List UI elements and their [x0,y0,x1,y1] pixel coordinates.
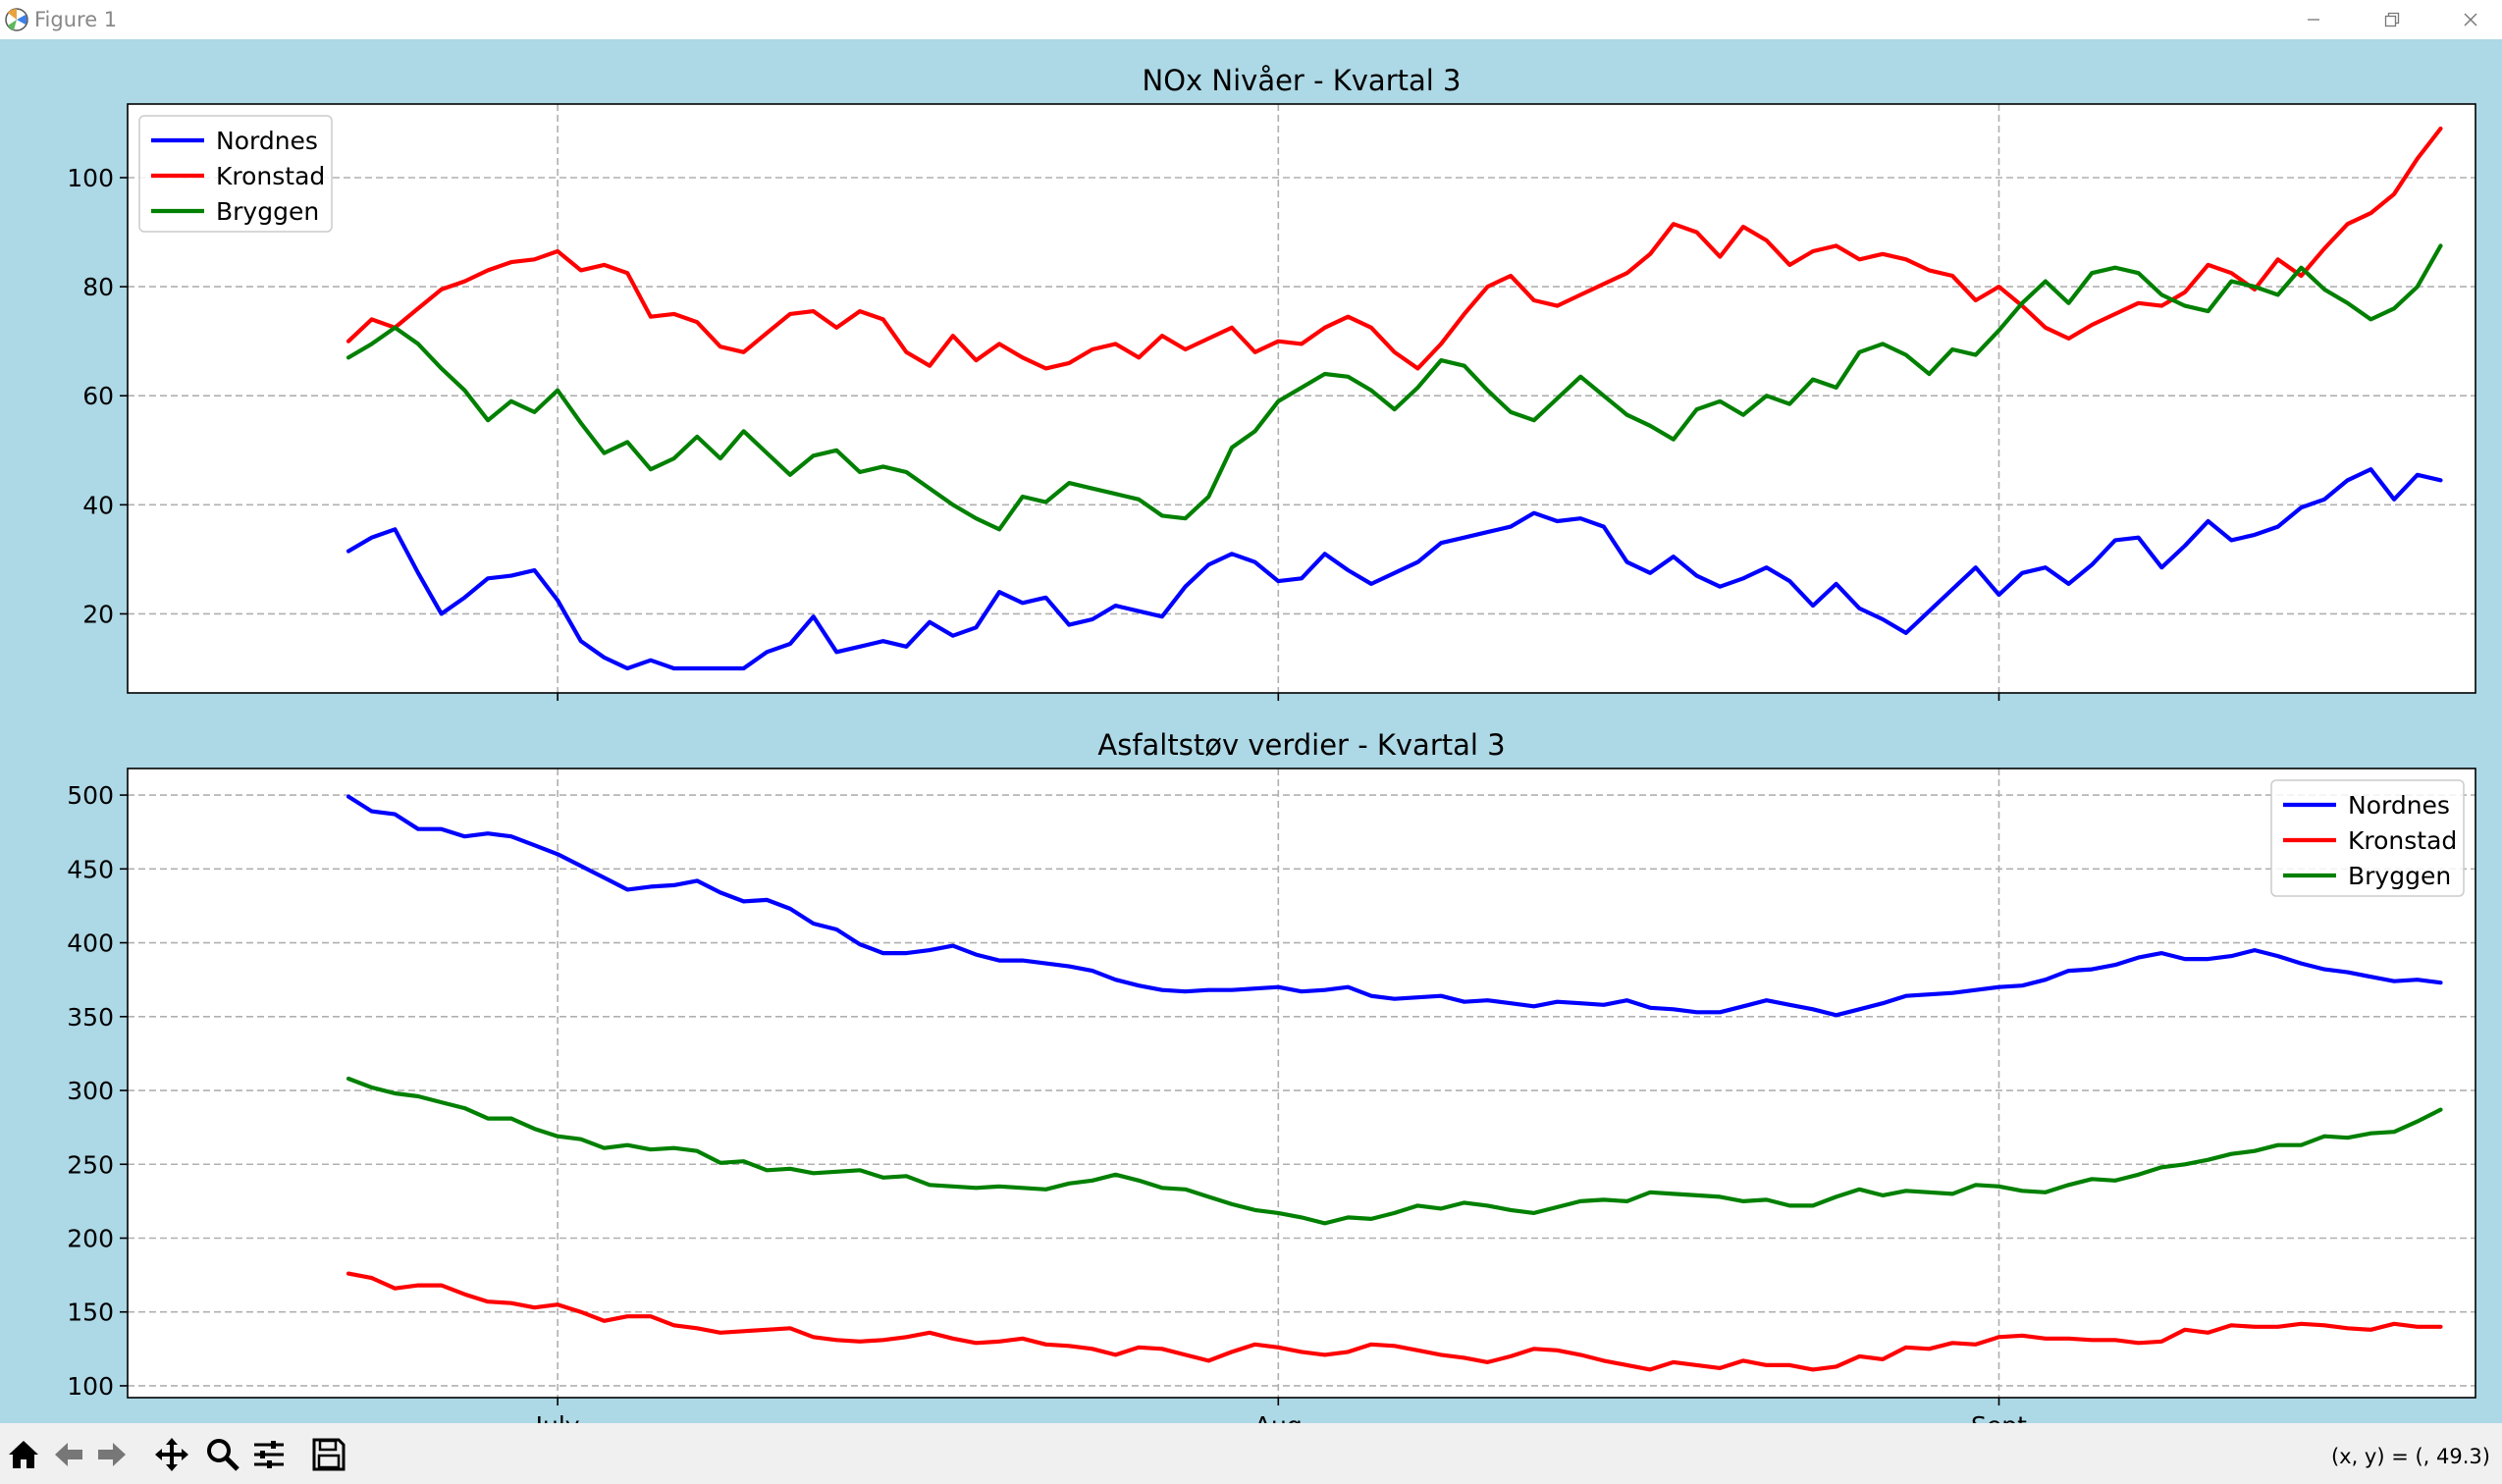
window-title: Figure 1 [34,8,118,31]
window-titlebar: Figure 1 [0,0,2502,39]
back-button[interactable] [49,1435,88,1474]
subplots-button[interactable] [249,1435,289,1474]
y-tick-label: 100 [67,1372,114,1401]
series-line-nordnes [346,794,2443,1018]
cursor-coordinates: (x, y) = (, 49.3) [2330,1445,2490,1468]
y-tick-label: 80 [82,273,114,301]
legend-label: Kronstad [2348,826,2457,855]
legend-label: Bryggen [216,197,319,226]
y-tick-label: 60 [82,382,114,410]
zoom-button[interactable] [203,1435,242,1474]
x-tick-label: Sept [1971,1411,2027,1423]
y-tick-label: 150 [67,1298,114,1327]
y-tick-label: 200 [67,1224,114,1252]
y-tick-label: 40 [82,491,114,519]
chart-title: Asfaltstøv verdier - Kvartal 3 [1097,728,1505,762]
legend-box [138,115,333,233]
series-line-kronstad [346,1271,2443,1372]
legend: Nordnes Kronstad Bryggen [2270,779,2465,897]
legend: Nordnes Kronstad Bryggen [138,115,333,233]
pan-button[interactable] [152,1435,191,1474]
plot-area[interactable] [128,768,2475,1398]
axes-frame [127,768,2476,1399]
zoom-icon [207,1439,240,1471]
chart-2[interactable]: 100 150 200 250 300 350 400 450 500 July Aug Sept As… [67,728,2476,1423]
close-icon [2464,13,2477,26]
y-tick-label: 250 [67,1150,114,1179]
series-line-kronstad [346,126,2443,371]
chart-title: NOx Nivåer - Kvartal 3 [1143,64,1462,97]
legend-label: Nordnes [2348,791,2450,820]
minimize-button[interactable] [2275,0,2352,39]
y-tick-label: 100 [67,164,114,192]
restore-icon [2384,12,2400,27]
legend-label: Nordnes [216,127,318,155]
close-button[interactable] [2432,0,2502,39]
minimize-icon [2308,19,2319,21]
y-tick-label: 400 [67,929,114,958]
series-line-nordnes [346,467,2443,671]
matplotlib-app-icon [5,8,28,31]
axes-frame [127,103,2476,694]
x-tick-label: July [534,1411,580,1423]
forward-arrow-icon [98,1443,126,1466]
pan-icon [155,1438,188,1471]
series-line-bryggen [346,1076,2443,1226]
home-icon [9,1441,38,1468]
legend-label: Bryggen [2348,862,2451,890]
y-tick-label: 450 [67,855,114,883]
forward-button[interactable] [92,1435,132,1474]
save-icon [312,1438,346,1471]
plot-area[interactable] [128,104,2475,693]
legend-box [2270,779,2465,897]
y-tick-label: 500 [67,781,114,810]
x-tick-label: Aug [1254,1411,1303,1423]
home-button[interactable] [4,1435,43,1474]
series-line-bryggen [346,243,2443,532]
y-tick-label: 20 [82,600,114,628]
chart-1[interactable]: 20 40 60 80 100 NOx Nivåer - Kvartal 3 Nordnes… [67,64,2476,701]
y-tick-label: 300 [67,1077,114,1105]
restore-button[interactable] [2354,0,2430,39]
subplots-icon [254,1441,284,1468]
navigation-toolbar: (x, y) = (, 49.3) [0,1423,2502,1484]
back-arrow-icon [55,1443,82,1466]
save-button[interactable] [309,1435,348,1474]
y-tick-label: 350 [67,1003,114,1032]
legend-label: Kronstad [216,162,325,190]
figure-canvas[interactable]: 20 40 60 80 100 NOx Nivåer - Kvartal 3 Nordnes… [0,39,2502,1423]
